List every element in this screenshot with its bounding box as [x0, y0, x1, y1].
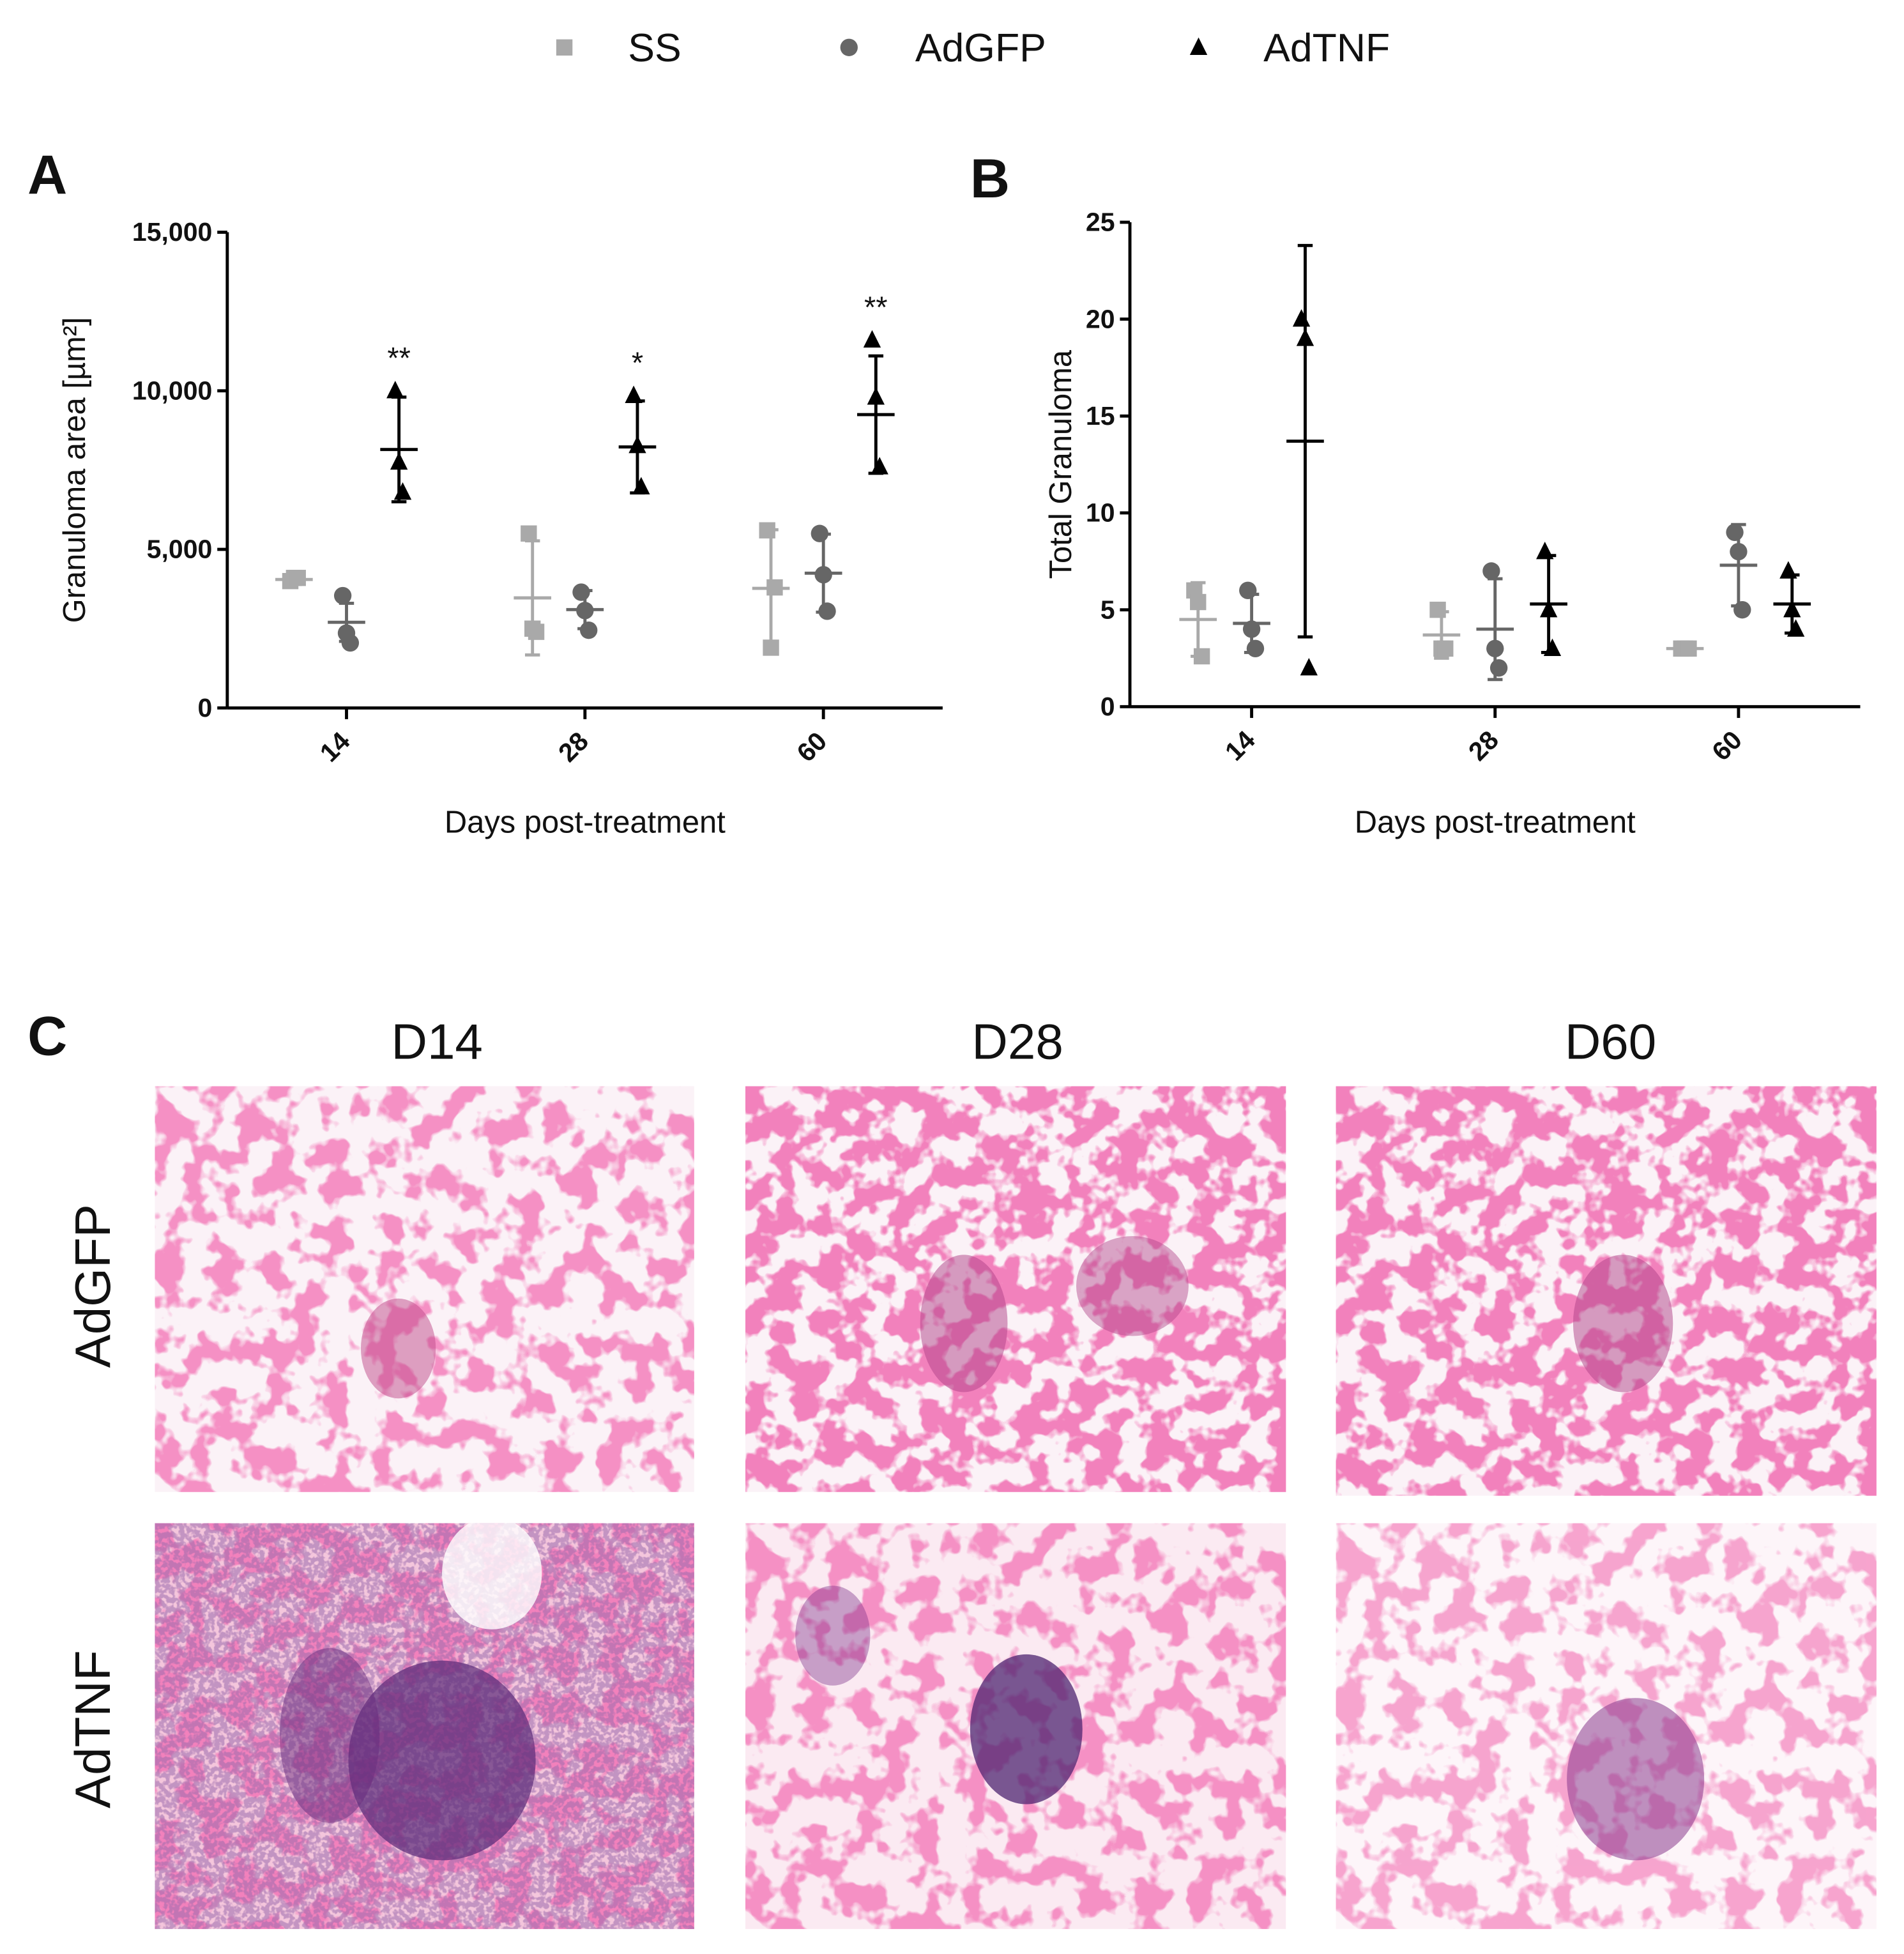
data-point	[632, 477, 650, 494]
panel-label: C	[27, 1006, 67, 1067]
data-point	[763, 639, 779, 656]
data-point	[871, 457, 888, 475]
y-tick-label: 15	[1086, 401, 1115, 431]
x-tick-label: 14	[1219, 725, 1261, 767]
x-tick-label: 28	[1463, 725, 1504, 767]
data-point	[1726, 523, 1744, 541]
data-point	[1242, 620, 1261, 638]
data-point	[811, 524, 828, 542]
data-point	[1489, 659, 1508, 677]
data-point	[1783, 600, 1801, 618]
panel-label: B	[970, 148, 1010, 210]
histology-image	[745, 1086, 1286, 1492]
data-point	[1733, 600, 1751, 619]
histology-image	[1336, 1523, 1877, 1929]
y-axis-title: Granuloma area [µm²]	[57, 317, 92, 623]
data-point	[521, 525, 537, 542]
data-point	[1543, 638, 1562, 657]
data-point	[1239, 581, 1257, 599]
data-point	[1730, 542, 1748, 561]
data-point	[333, 586, 352, 605]
data-point	[1779, 561, 1797, 579]
y-tick-label: 0	[198, 693, 213, 722]
data-point	[766, 579, 783, 596]
data-point	[1786, 619, 1805, 637]
column-header: D14	[392, 1014, 483, 1070]
x-axis-title: Days post-treatment	[1355, 805, 1636, 840]
data-point	[814, 566, 832, 584]
data-point	[1486, 639, 1504, 657]
legend-label: AdGFP	[915, 26, 1046, 70]
x-axis-title: Days post-treatment	[445, 805, 726, 840]
significance-label: **	[387, 342, 411, 375]
x-tick-label: 28	[552, 726, 594, 768]
data-point	[1437, 640, 1454, 657]
data-point	[1680, 640, 1697, 657]
significance-label: *	[632, 346, 643, 379]
data-point	[580, 621, 598, 639]
column-header: D28	[971, 1014, 1063, 1070]
data-point	[1296, 328, 1314, 346]
data-point	[1246, 639, 1265, 657]
data-point	[576, 602, 594, 620]
legend-marker	[556, 39, 573, 56]
data-point	[1536, 541, 1554, 560]
histology-image	[155, 1523, 694, 1929]
y-tick-label: 10,000	[132, 376, 213, 405]
panel-label: A	[27, 144, 67, 206]
legend-label: AdTNF	[1263, 26, 1390, 70]
histology-grid	[155, 1086, 1877, 1929]
data-point	[393, 482, 412, 500]
data-point	[1190, 593, 1207, 611]
data-point	[1193, 648, 1210, 665]
column-header: D60	[1565, 1014, 1656, 1070]
data-point	[386, 381, 404, 399]
legend-marker	[840, 38, 858, 56]
y-tick-label: 5	[1101, 595, 1115, 624]
data-point	[390, 452, 408, 470]
y-tick-label: 5,000	[147, 535, 213, 564]
data-point	[759, 522, 775, 538]
data-point	[625, 385, 643, 403]
data-point	[1482, 562, 1500, 580]
data-point	[863, 330, 881, 348]
row-header: AdTNF	[65, 1650, 121, 1808]
significance-label: **	[864, 291, 888, 324]
y-tick-label: 10	[1086, 498, 1115, 528]
data-point	[628, 436, 646, 454]
data-point	[1292, 309, 1311, 327]
data-point	[1539, 600, 1558, 618]
histology-image	[1336, 1086, 1877, 1496]
legend-label: SS	[628, 26, 681, 70]
histology-image	[155, 1086, 694, 1492]
data-point	[341, 634, 360, 652]
x-tick-label: 60	[1706, 725, 1748, 767]
x-tick-label: 60	[791, 726, 833, 768]
y-tick-label: 25	[1086, 208, 1115, 237]
data-point	[867, 387, 885, 405]
data-point	[528, 623, 545, 640]
y-tick-label: 20	[1086, 304, 1115, 333]
y-tick-label: 15,000	[132, 217, 213, 247]
legend-marker	[1189, 37, 1208, 56]
x-tick-label: 14	[314, 726, 356, 768]
data-point	[1300, 658, 1318, 676]
y-tick-label: 0	[1101, 692, 1115, 721]
data-point	[572, 583, 590, 601]
histology-image	[745, 1523, 1286, 1929]
data-point	[289, 570, 306, 586]
data-point	[818, 602, 836, 620]
data-point	[1429, 601, 1446, 618]
row-header: AdGFP	[65, 1204, 121, 1368]
y-axis-title: Total Granuloma	[1044, 349, 1078, 579]
